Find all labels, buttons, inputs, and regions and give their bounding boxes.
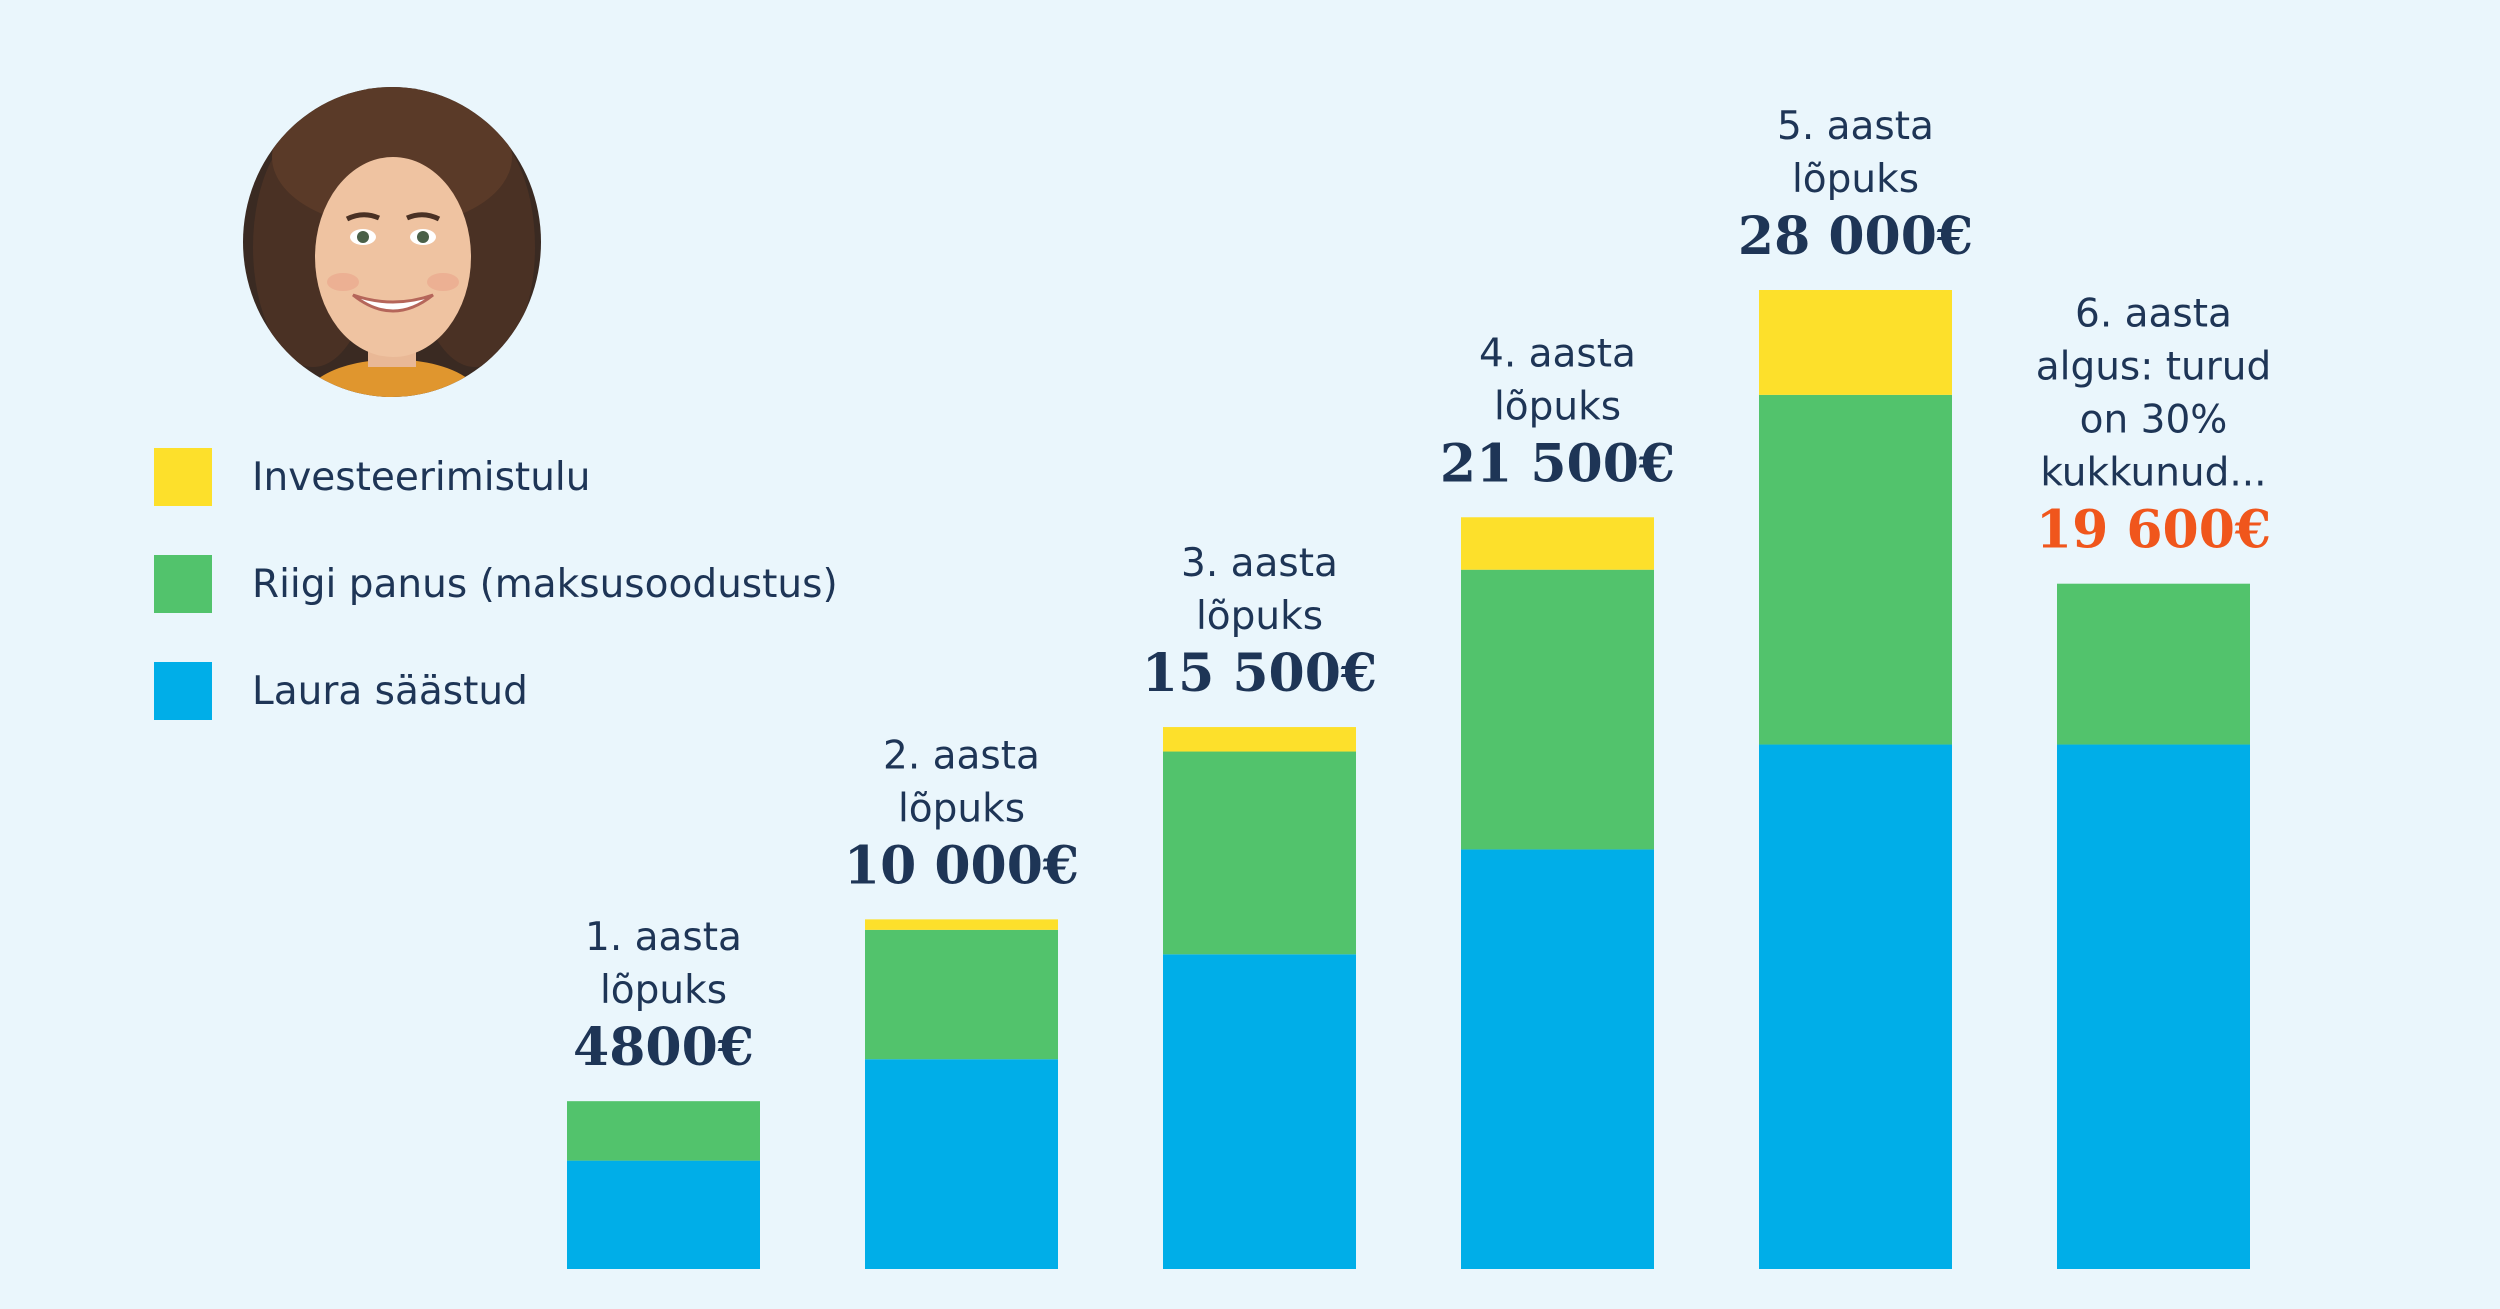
- bar-label-2-line-2: lõpuks: [898, 786, 1025, 831]
- bar-total-1: 4800€: [573, 1017, 754, 1078]
- bar-segment-savings-4: [1461, 849, 1654, 1269]
- bar-segment-savings-5: [1759, 744, 1952, 1269]
- bar-segment-savings-6: [2057, 744, 2250, 1269]
- bar-label-5-line-2: lõpuks: [1792, 157, 1919, 202]
- bar-total-3: 15 500€: [1142, 643, 1377, 704]
- bar-segment-state-3: [1163, 751, 1356, 955]
- bar-segment-state-1: [567, 1101, 760, 1161]
- legend-item-investment: Investeerimistulu: [154, 448, 838, 506]
- bar-segment-investment-4: [1461, 517, 1654, 570]
- bar-segment-investment-3: [1163, 727, 1356, 752]
- bar-label-6-line-2: algus: turud: [2036, 345, 2272, 390]
- legend: Investeerimistulu Riigi panus (maksusood…: [154, 448, 838, 769]
- bar-segment-investment-5: [1759, 290, 1952, 395]
- bar-label-2-line-1: 2. aasta: [883, 733, 1040, 778]
- bar-total-2: 10 000€: [844, 835, 1079, 896]
- bar-segment-state-4: [1461, 569, 1654, 850]
- legend-label-state: Riigi panus (maksusoodustus): [252, 561, 838, 607]
- bar-label-5-line-1: 5. aasta: [1777, 104, 1934, 149]
- legend-item-state: Riigi panus (maksusoodustus): [154, 555, 838, 613]
- bar-segment-savings-1: [567, 1160, 760, 1269]
- bar-label-6-line-1: 6. aasta: [2075, 292, 2232, 337]
- bar-label-1-line-2: lõpuks: [600, 968, 727, 1013]
- legend-item-savings: Laura säästud: [154, 662, 838, 720]
- bar-segment-state-5: [1759, 394, 1952, 745]
- bar-segment-savings-3: [1163, 954, 1356, 1269]
- bar-label-1-line-1: 1. aasta: [585, 915, 742, 960]
- bar-segment-savings-2: [865, 1059, 1058, 1269]
- woman-portrait-photo-icon: [243, 87, 541, 397]
- bar-segment-state-2: [865, 929, 1058, 1060]
- legend-label-investment: Investeerimistulu: [252, 454, 591, 500]
- bar-label-3-line-2: lõpuks: [1196, 594, 1323, 639]
- legend-label-savings: Laura säästud: [252, 668, 528, 714]
- legend-swatch-savings: [154, 662, 212, 720]
- bar-label-4-line-1: 4. aasta: [1479, 331, 1636, 376]
- bar-label-3-line-1: 3. aasta: [1181, 541, 1338, 586]
- bar-segment-state-6: [2057, 583, 2250, 745]
- bar-total-4: 21 500€: [1440, 433, 1675, 494]
- avatar: [243, 87, 541, 397]
- bar-total-6: 19 600€: [2036, 500, 2271, 561]
- bar-total-5: 28 000€: [1738, 206, 1973, 267]
- bar-segment-investment-2: [865, 919, 1058, 930]
- bar-label-6-line-4: kukkunud...: [2040, 451, 2266, 496]
- legend-swatch-investment: [154, 448, 212, 506]
- legend-swatch-state: [154, 555, 212, 613]
- bar-label-6-line-3: on 30%: [2080, 398, 2228, 443]
- bar-label-4-line-2: lõpuks: [1494, 384, 1621, 429]
